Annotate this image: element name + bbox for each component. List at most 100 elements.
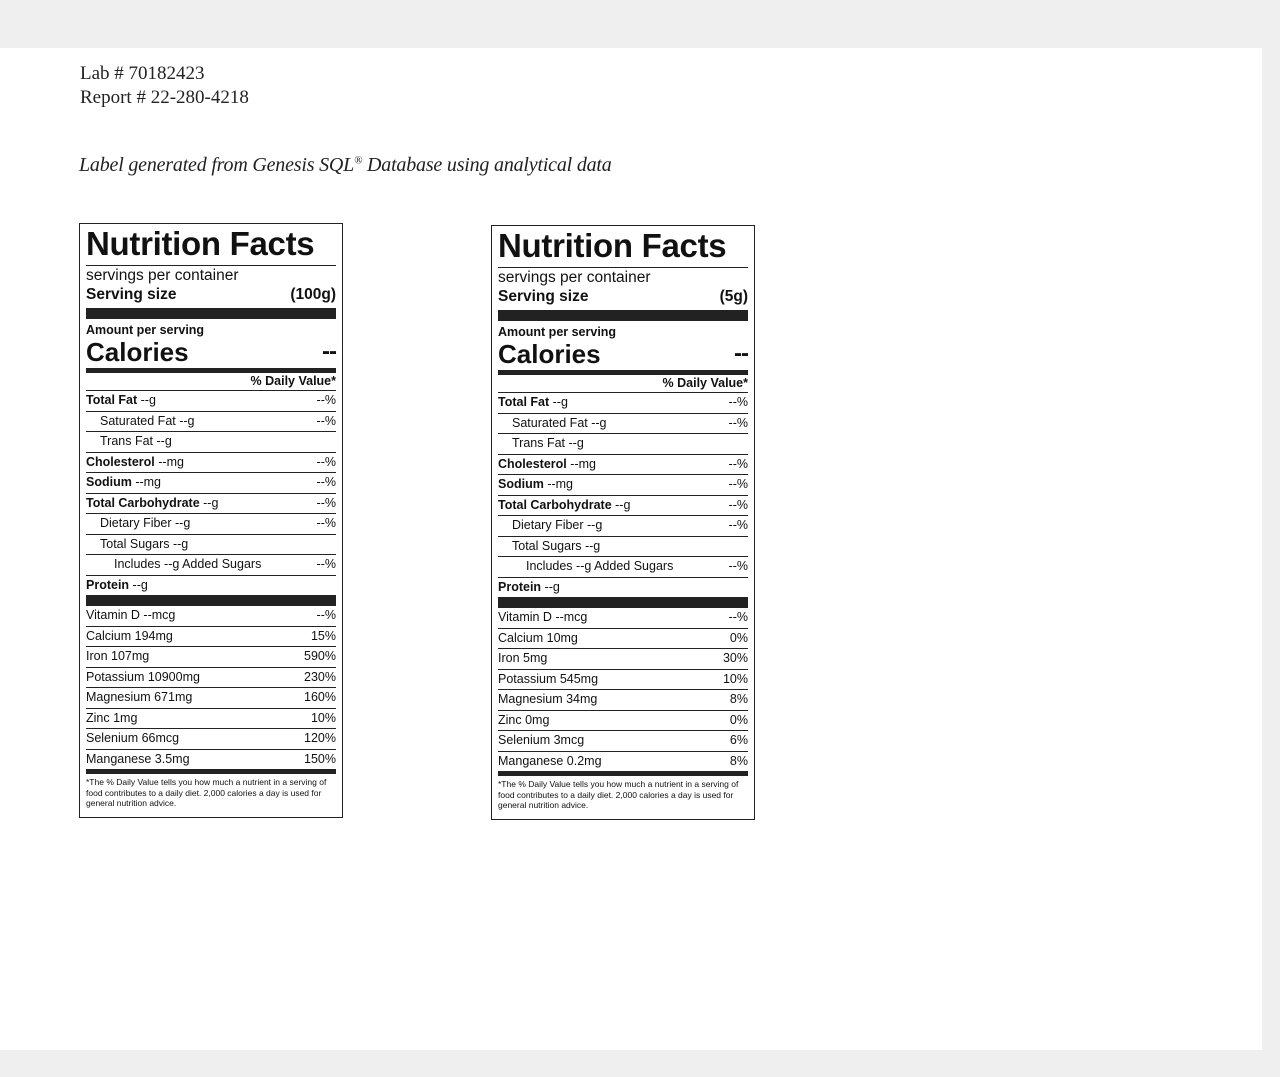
medium-divider [86, 368, 336, 373]
nutrient-name: Cholesterol [498, 456, 567, 471]
nutrient-amount: --g [541, 579, 560, 594]
nutrient-daily-value: --% [728, 497, 748, 512]
servings-per-container: servings per container [86, 267, 239, 284]
vitamin-name: Zinc 1mg [86, 710, 138, 725]
vitamins-divider [86, 595, 336, 606]
nutrient-name: Total Fat [86, 393, 138, 407]
nutrient-row: Saturated Fat --g --% [498, 414, 748, 434]
nutrient-name: Total Sugars --g [100, 536, 189, 551]
nutrient-name: Includes --g Added Sugars [526, 559, 674, 573]
nutrient-amount: --mg [566, 456, 596, 471]
serving-size-value: (100g) [290, 286, 336, 303]
calories-label: Calories [86, 337, 189, 367]
vitamin-row: Magnesium 671mg 160% [86, 688, 336, 709]
vitamin-row: Selenium 66mcg 120% [86, 729, 336, 750]
nutrient-name: Protein [498, 579, 542, 594]
vitamin-daily-value: 590% [304, 649, 336, 663]
nutrient-name: Total Carbohydrate [498, 497, 612, 512]
nutrition-label-5g: Nutrition Facts servings per container Ser… [491, 225, 755, 820]
registered-mark: ® [354, 154, 363, 167]
nutrient-name: Sodium [86, 475, 132, 489]
nutrition-label-100g: Nutrition Facts servings per container Ser… [79, 223, 343, 818]
footnote-divider [86, 769, 336, 774]
nutrient-row: Trans Fat --g [86, 432, 336, 453]
vitamin-row: Iron 5mg 30% [498, 649, 748, 670]
thick-divider [86, 308, 336, 319]
vitamin-name: Manganese 3.5mg [86, 751, 190, 766]
nutrient-amount: --g [129, 577, 148, 592]
source-note-rest: Database using analytical data [362, 154, 612, 176]
amount-per-serving: Amount per serving [86, 323, 205, 337]
nutrient-daily-value: --% [316, 454, 336, 469]
vitamin-row: Zinc 0mg 0% [498, 711, 748, 731]
nutrient-row: Total Sugars --g [86, 535, 336, 555]
nutrient-row: Saturated Fat --g --% [86, 412, 336, 432]
report-number: Report # 22-280-4218 [80, 87, 249, 108]
vitamin-row: Zinc 1mg 10% [86, 709, 336, 729]
vitamin-row: Selenium 3mcg 6% [498, 731, 748, 752]
nutrient-name: Total Sugars --g [512, 538, 601, 553]
vitamin-name: Iron 5mg [498, 651, 548, 665]
nutrient-daily-value: --% [316, 516, 336, 530]
vitamin-row: Potassium 10900mg 230% [86, 668, 336, 688]
vitamin-row: Calcium 194mg 15% [86, 627, 336, 647]
vitamin-daily-value: 120% [304, 731, 336, 745]
vitamin-name: Magnesium 34mg [498, 692, 598, 706]
vitamin-row: Manganese 0.2mg 8% [498, 752, 748, 772]
nutrient-name: Protein [86, 577, 130, 592]
vitamin-row: Vitamin D --mcg --% [498, 608, 748, 629]
nutrient-row: Protein --g [86, 576, 336, 596]
nutrient-row: Dietary Fiber --g --% [498, 516, 748, 537]
nutrient-amount: --g [611, 497, 631, 512]
vitamin-name: Calcium 10mg [498, 630, 578, 645]
serving-size-value: (5g) [719, 288, 748, 305]
vitamin-daily-value: 8% [729, 753, 748, 768]
nutrient-row: Total Carbohydrate --g --% [86, 494, 336, 514]
nutrient-daily-value: --% [728, 456, 748, 471]
nutrient-row: Cholesterol --mg --% [86, 453, 336, 473]
nutrient-name: Dietary Fiber --g [512, 518, 603, 532]
vitamin-name: Vitamin D --mcg [86, 608, 176, 622]
nutrient-name: Total Fat [498, 395, 550, 409]
vitamin-daily-value: 150% [304, 751, 336, 766]
nutrient-row: Includes --g Added Sugars --% [86, 555, 336, 576]
vitamin-row: Manganese 3.5mg 150% [86, 750, 336, 770]
nutrient-daily-value: --% [316, 393, 336, 407]
vitamin-name: Selenium 3mcg [498, 733, 585, 747]
nutrient-row: Sodium --mg --% [86, 473, 336, 494]
nutrient-name: Trans Fat --g [512, 436, 584, 450]
vitamin-name: Calcium 194mg [86, 628, 173, 643]
nutrient-daily-value: --% [728, 559, 748, 573]
nutrient-row: Total Sugars --g [498, 537, 748, 557]
serving-size-row: Serving size (5g) [498, 287, 748, 306]
nutrient-amount: --mg [131, 475, 162, 489]
vitamin-daily-value: 6% [729, 733, 748, 747]
daily-value-footnote: *The % Daily Value tells you how much a … [498, 779, 739, 810]
vitamin-daily-value: 0% [729, 630, 748, 645]
nutrition-facts-title: Nutrition Facts [498, 227, 727, 264]
nutrient-amount: --g [199, 495, 219, 510]
nutrient-daily-value: --% [728, 395, 748, 409]
vitamin-daily-value: 15% [310, 628, 336, 643]
calories-value: -- [322, 338, 337, 365]
vitamin-row: Magnesium 34mg 8% [498, 690, 748, 711]
divider [86, 265, 336, 266]
vitamin-name: Magnesium 671mg [86, 690, 193, 704]
vitamin-daily-value: 30% [722, 651, 748, 665]
vitamin-row: Iron 107mg 590% [86, 647, 336, 668]
nutrient-row: Total Fat --g --% [498, 393, 748, 414]
nutrient-row: Cholesterol --mg --% [498, 455, 748, 475]
nutrient-daily-value: --% [316, 475, 336, 489]
nutrient-row: Sodium --mg --% [498, 475, 748, 496]
nutrient-row: Includes --g Added Sugars --% [498, 557, 748, 578]
vitamin-row: Vitamin D --mcg --% [86, 606, 336, 627]
vitamin-row: Potassium 545mg 10% [498, 670, 748, 690]
serving-size-row: Serving size (100g) [86, 285, 336, 304]
nutrient-row: Protein --g [498, 578, 748, 598]
nutrient-daily-value: --% [316, 495, 336, 510]
vitamin-name: Iron 107mg [86, 649, 150, 663]
nutrient-row: Trans Fat --g [498, 434, 748, 455]
nutrient-daily-value: --% [316, 413, 336, 428]
nutrient-name: Includes --g Added Sugars [114, 557, 262, 571]
footnote-divider [498, 771, 748, 776]
